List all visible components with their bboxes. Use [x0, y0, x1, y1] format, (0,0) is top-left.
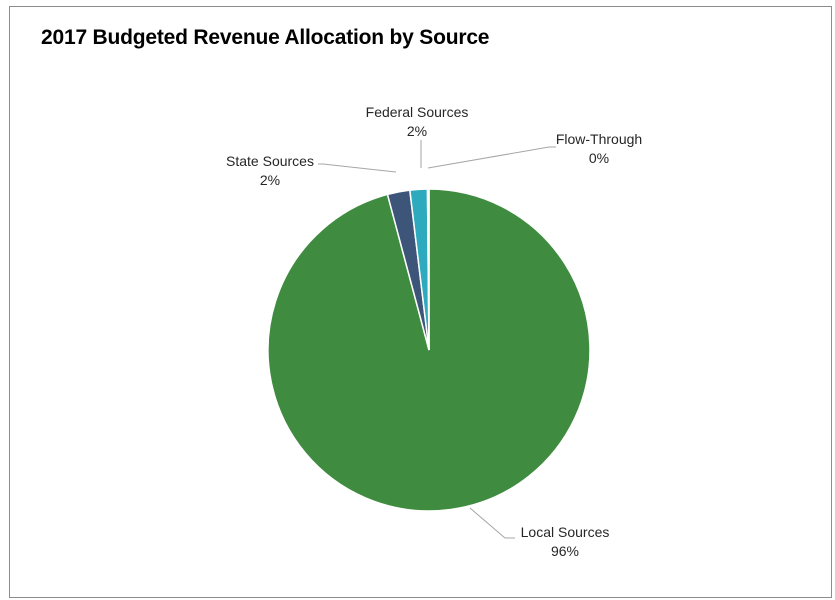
- leader-lines: [318, 140, 556, 539]
- pie-slices: [267, 188, 591, 512]
- label-flow-through-value: 0%: [589, 150, 609, 166]
- chart-title: 2017 Budgeted Revenue Allocation by Sour…: [41, 26, 490, 49]
- leader-line-local: [469, 507, 515, 539]
- label-flow-through-name: Flow-Through: [556, 131, 642, 147]
- label-state-sources-name: State Sources: [226, 153, 314, 169]
- leader-line-state: [318, 163, 397, 173]
- label-federal-sources-value: 2%: [407, 123, 427, 139]
- label-federal-sources-name: Federal Sources: [366, 104, 469, 120]
- slice-flow-through: [426, 188, 430, 351]
- label-local-sources-name: Local Sources: [521, 524, 610, 540]
- label-local-sources-value: 96%: [551, 543, 579, 559]
- label-state-sources-value: 2%: [260, 172, 280, 188]
- leader-line-flow: [427, 146, 556, 169]
